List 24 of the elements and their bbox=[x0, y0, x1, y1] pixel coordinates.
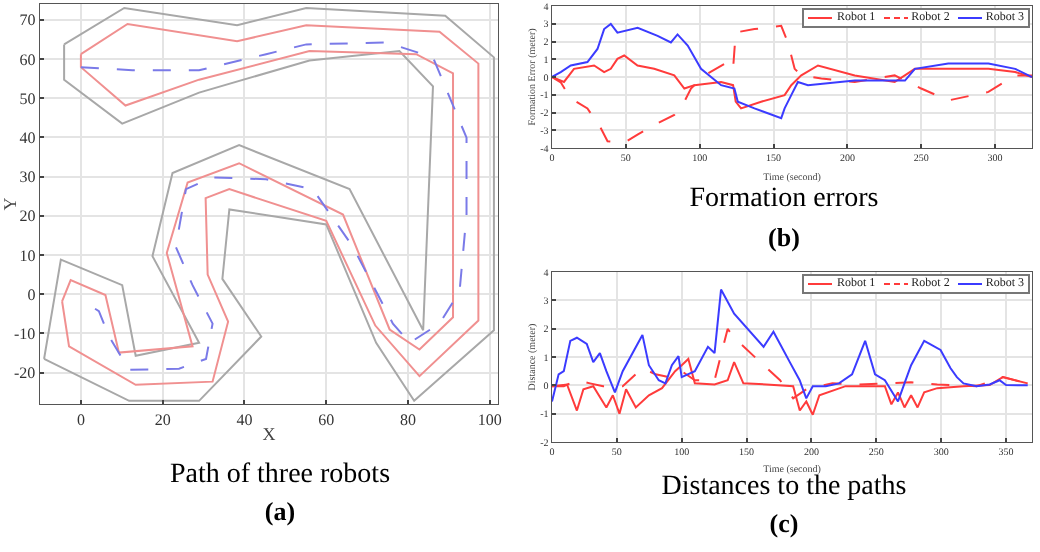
y-tick-label: -20 bbox=[14, 364, 36, 383]
y-tick-label: 50 bbox=[19, 89, 36, 108]
y-axis-title: Y bbox=[0, 196, 20, 211]
x-tick-label: 60 bbox=[318, 410, 335, 429]
y-tick-label: 20 bbox=[19, 207, 36, 226]
y-tick-label: 10 bbox=[19, 246, 36, 265]
text: Distances to the paths bbox=[659, 472, 909, 504]
text: (b) bbox=[766, 222, 802, 254]
text: Path of three robots bbox=[167, 460, 393, 492]
text: (a) bbox=[262, 496, 298, 528]
y-tick-label: 40 bbox=[19, 128, 36, 147]
x-tick-label: 40 bbox=[236, 410, 253, 429]
text: (c) bbox=[767, 508, 801, 540]
x-axis-title: X bbox=[262, 424, 277, 444]
y-tick-label: -10 bbox=[14, 325, 36, 344]
x-tick-label: 100 bbox=[477, 410, 502, 429]
y-tick-label: 30 bbox=[19, 168, 36, 187]
x-tick-label: 20 bbox=[154, 410, 171, 429]
x-tick-label: 0 bbox=[76, 410, 85, 429]
y-tick-label: 70 bbox=[19, 11, 36, 30]
x-tick-label: 80 bbox=[400, 410, 417, 429]
text: Formation errors bbox=[687, 184, 881, 216]
y-tick-label: 0 bbox=[27, 285, 36, 304]
y-tick-label: 60 bbox=[19, 50, 36, 69]
